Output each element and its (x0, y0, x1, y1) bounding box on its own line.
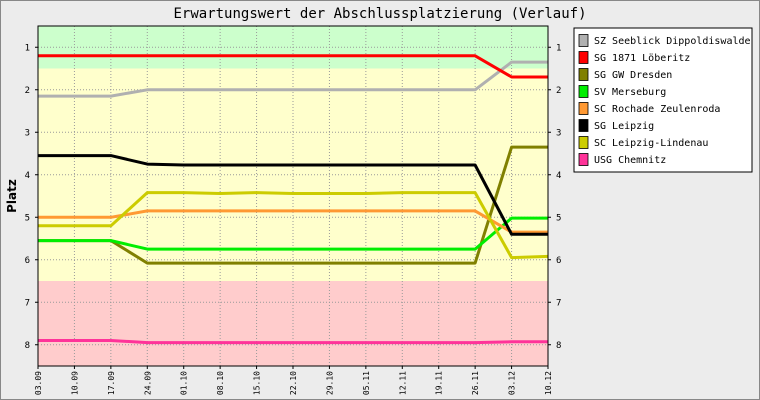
x-tick-label-7: 22.10 (289, 371, 298, 395)
legend-label-5: SG Leipzig (594, 121, 654, 132)
series-line-2 (38, 145, 548, 265)
x-tick-label-4: 01.10 (180, 371, 189, 395)
chart-title: Erwartungswert der Abschlussplatzierung … (173, 6, 586, 22)
legend-label-2: SG GW Dresden (594, 70, 672, 81)
x-tick-label-6: 15.10 (253, 371, 262, 395)
x-tick-label-0: 03.09 (34, 371, 43, 395)
y-tick-label-left-1: 1 (25, 43, 30, 53)
x-tick-label-14: 10.12 (544, 371, 553, 395)
legend: SZ Seeblick Dippoldiswalde SG 1871 Löberi… (573, 27, 753, 173)
series-line-5 (38, 154, 548, 236)
y-tick-label-left-2: 2 (25, 86, 30, 96)
x-tick-label-8: 29.10 (325, 371, 334, 395)
legend-swatch-0 (578, 34, 589, 47)
y-tick-label-right-7: 7 (556, 298, 561, 308)
legend-label-3: SV Merseburg (594, 87, 666, 98)
y-tick-label-left-8: 8 (25, 341, 30, 351)
legend-swatch-1 (578, 51, 589, 64)
y-tick-label-right-5: 5 (556, 213, 561, 223)
legend-swatch-3 (578, 85, 589, 98)
x-tick-label-13: 03.12 (508, 371, 517, 395)
legend-swatch-4 (578, 102, 589, 115)
series-line-6 (38, 191, 549, 260)
y-axis-label: Platz (5, 179, 19, 213)
legend-box (573, 27, 753, 173)
legend-label-4: SC Rochade Zeulenroda (594, 104, 720, 115)
y-tick-label-left-5: 5 (25, 213, 30, 223)
x-tick-label-5: 08.10 (216, 371, 225, 395)
y-tick-label-right-8: 8 (556, 341, 561, 351)
legend-swatch-6 (578, 136, 589, 149)
x-tick-label-9: 05.11 (362, 371, 371, 395)
x-tick-label-12: 26.11 (471, 371, 480, 395)
y-tick-label-left-6: 6 (25, 256, 30, 266)
legend-label-6: SC Leipzig-Lindenau (594, 138, 708, 149)
y-tick-label-right-1: 1 (556, 43, 561, 53)
legend-swatch-5 (578, 119, 589, 132)
legend-label-0: SZ Seeblick Dippoldiswalde (594, 36, 751, 47)
y-tick-label-left-7: 7 (25, 298, 30, 308)
y-tick-label-right-6: 6 (556, 256, 561, 266)
x-tick-label-2: 17.09 (107, 371, 116, 395)
series-line-3 (38, 216, 548, 251)
series-layer (38, 54, 549, 345)
x-tick-label-11: 19.11 (435, 371, 444, 395)
y-tick-label-left-3: 3 (25, 128, 30, 138)
legend-label-7: USG Chemnitz (594, 155, 666, 166)
y-tick-label-right-4: 4 (556, 171, 561, 181)
y-tick-label-left-4: 4 (25, 171, 30, 181)
legend-label-1: SG 1871 Löberitz (594, 53, 690, 64)
axis-layer: 1 1 2 2 3 3 4 4 5 5 6 6 7 7 8 8 03.09 10.09 17.09 24.09 01.1… (25, 43, 562, 395)
series-line-0 (38, 60, 548, 98)
series-line-1 (38, 54, 548, 79)
y-tick-label-right-3: 3 (556, 128, 561, 138)
legend-swatch-7 (578, 153, 589, 166)
legend-swatch-2 (578, 68, 589, 81)
series-line-7 (38, 339, 548, 345)
x-tick-label-10: 12.11 (398, 371, 407, 395)
y-tick-label-right-2: 2 (556, 86, 561, 96)
x-tick-label-1: 10.09 (70, 371, 79, 395)
x-tick-label-3: 24.09 (143, 371, 152, 395)
